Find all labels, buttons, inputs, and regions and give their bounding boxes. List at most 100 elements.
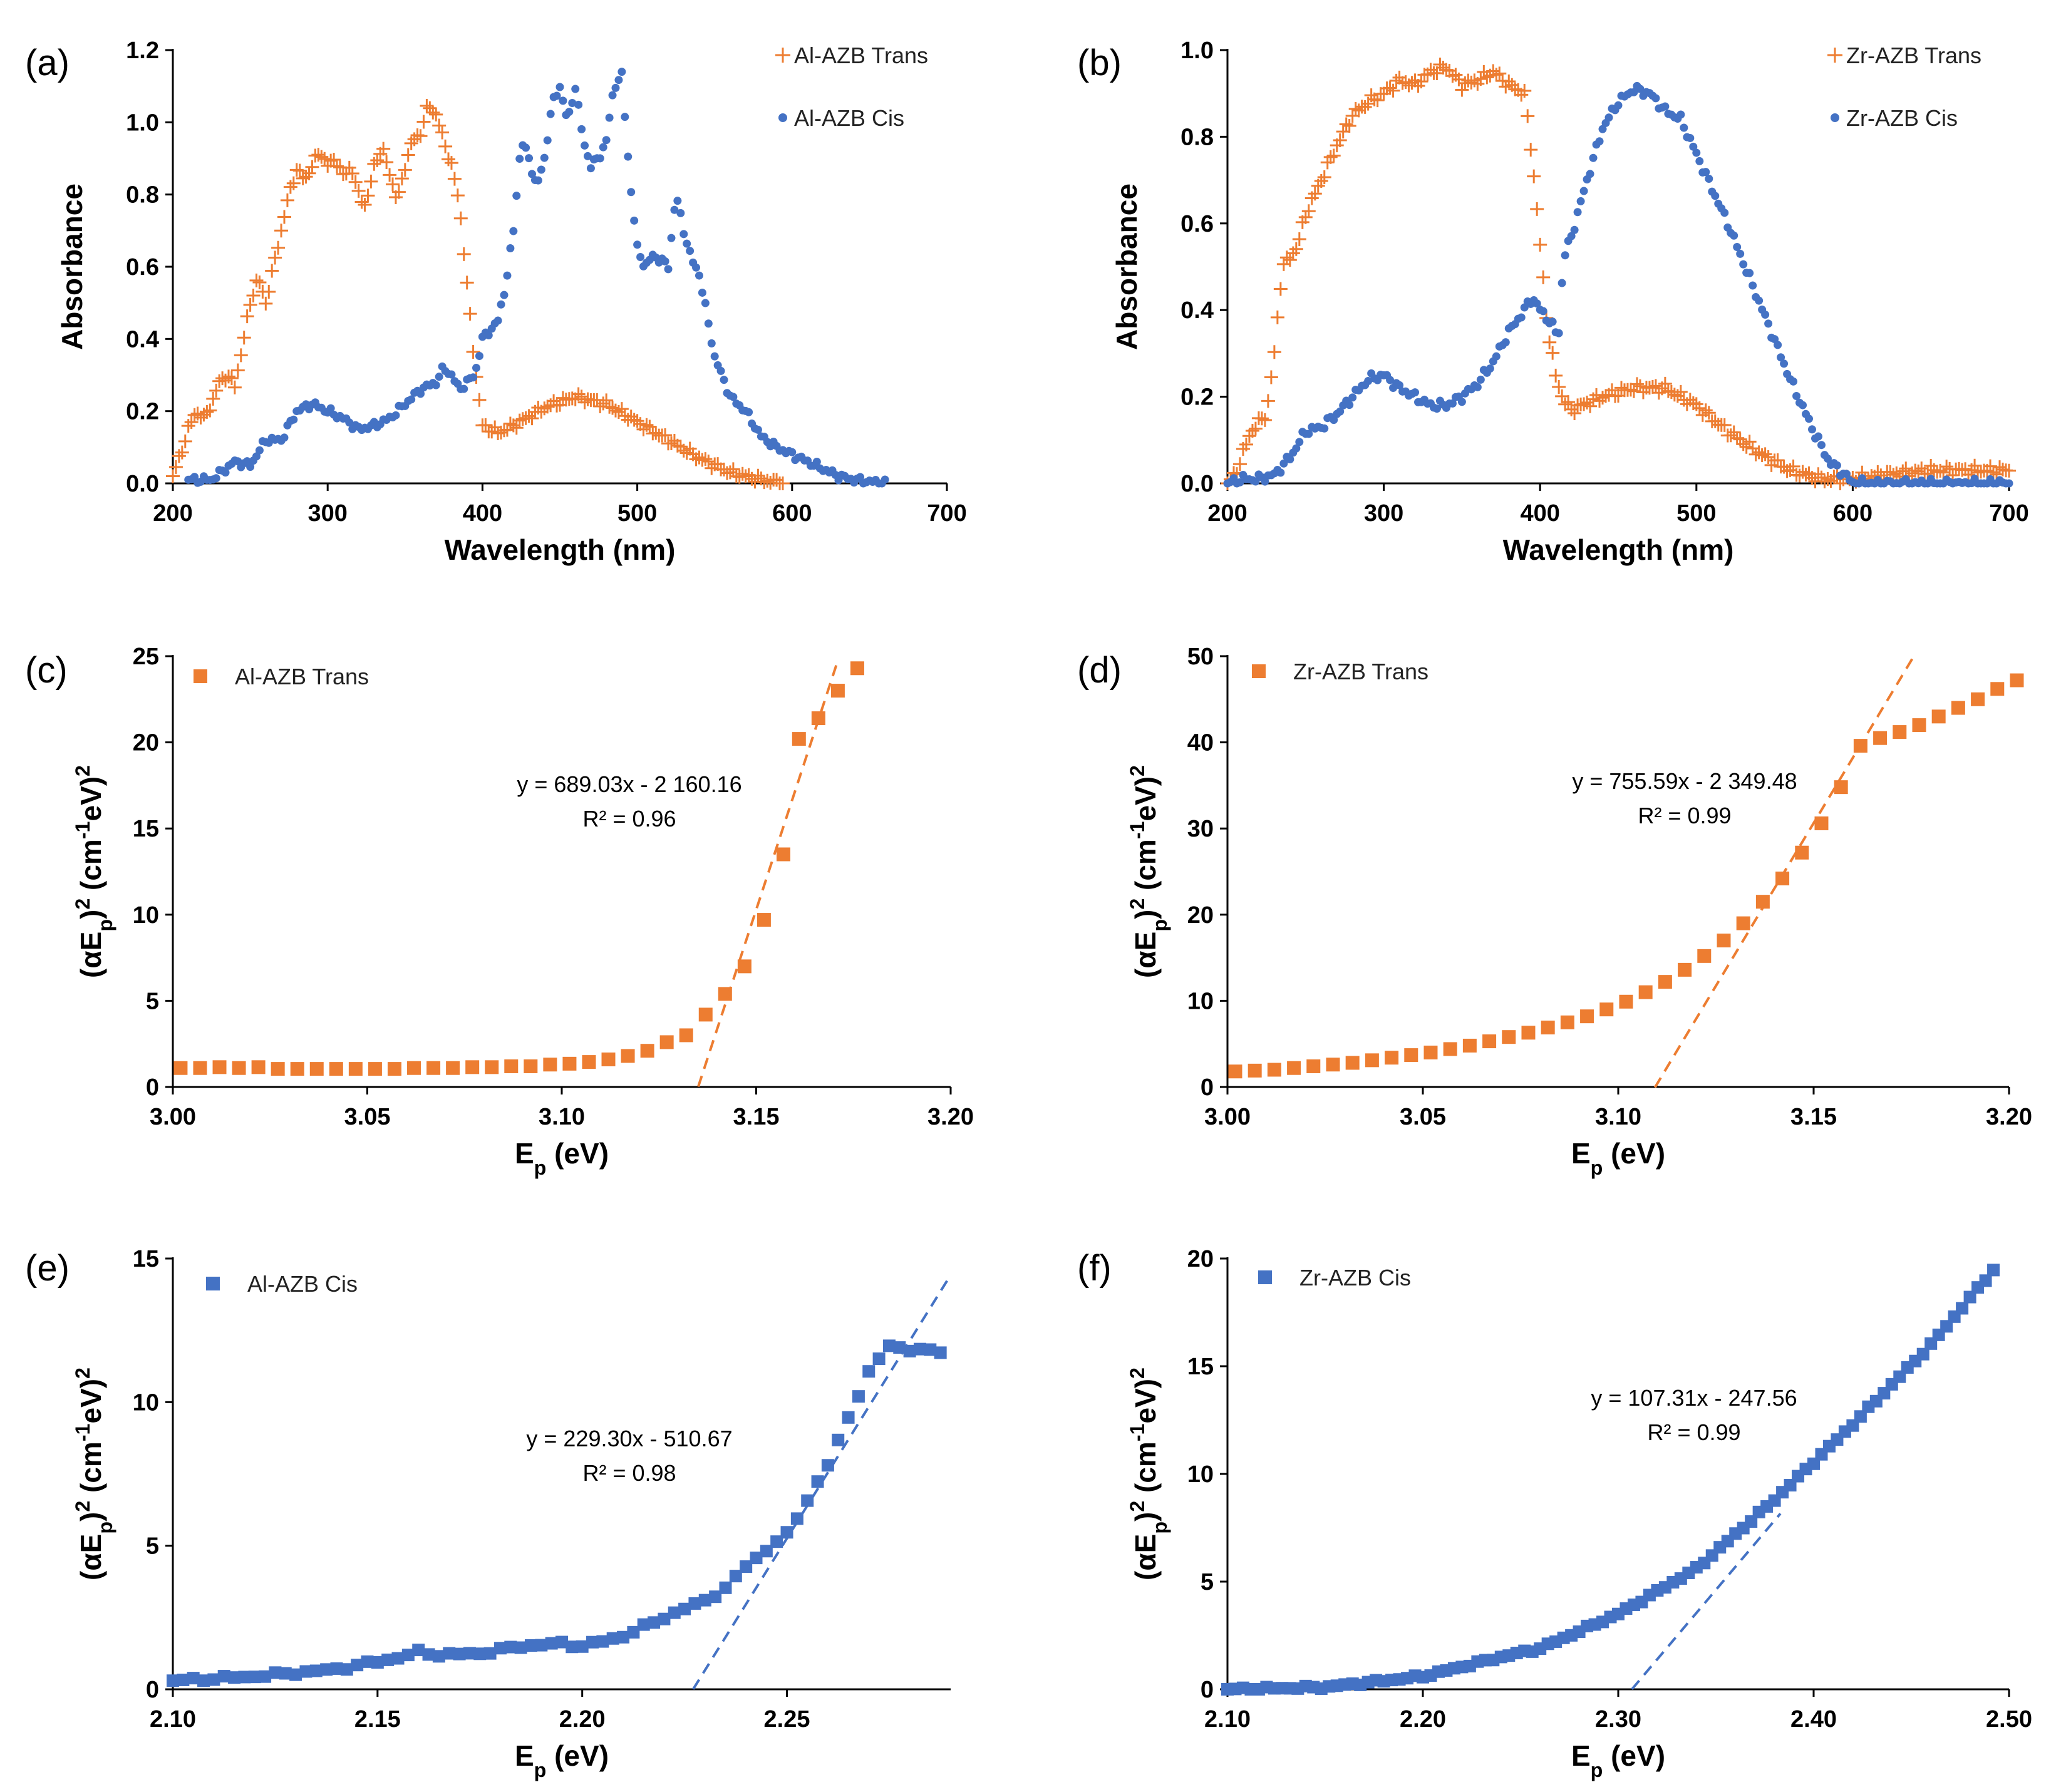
x-tick-label: 2.40	[1790, 1706, 1837, 1733]
data-point	[221, 369, 235, 384]
data-point	[431, 381, 440, 389]
data-point	[450, 188, 465, 203]
x-tick-label: 3.05	[1400, 1104, 1446, 1130]
data-point	[882, 1339, 896, 1352]
data-point	[1742, 435, 1757, 449]
data-point	[345, 166, 359, 180]
data-point	[217, 1670, 230, 1683]
data-point	[648, 1616, 661, 1629]
data-point	[1261, 394, 1275, 408]
data-point	[1286, 455, 1294, 463]
data-point	[364, 174, 378, 188]
data-point	[692, 263, 701, 272]
data-point	[251, 1060, 266, 1074]
data-point	[608, 403, 622, 418]
y-tick-label: 10	[133, 1389, 159, 1416]
data-point	[401, 148, 415, 162]
data-point	[1678, 962, 1692, 977]
y-axis-title: (αEp)2 (cm-1eV)2	[71, 1367, 116, 1580]
trendline-r-squared: R² = 0.99	[1647, 1419, 1740, 1445]
data-point	[1560, 1015, 1574, 1029]
data-point	[679, 230, 688, 239]
data-point	[1273, 282, 1288, 296]
data-point	[621, 1049, 635, 1063]
data-point	[627, 188, 636, 197]
data-point	[719, 1581, 732, 1594]
y-axis-title: (αEp)2 (cm-1eV)2	[1126, 1367, 1171, 1580]
x-tick-label: 400	[463, 500, 502, 527]
x-tick-label: 3.20	[927, 1104, 974, 1130]
data-point	[1583, 399, 1598, 413]
data-point	[299, 170, 313, 184]
data-point	[391, 1652, 405, 1665]
data-point	[720, 376, 728, 384]
data-point	[633, 240, 642, 249]
y-tick-label: 40	[1187, 730, 1214, 756]
data-point	[630, 216, 639, 225]
data-point	[1971, 692, 1985, 706]
data-point	[621, 113, 629, 121]
trendline-equation: y = 755.59x - 2 349.48	[1572, 768, 1797, 794]
data-point	[1730, 431, 1744, 445]
data-point	[413, 129, 428, 143]
data-point	[324, 153, 338, 168]
data-point	[426, 105, 440, 120]
data-point	[274, 224, 289, 238]
data-point	[780, 1526, 793, 1539]
legend-label: Al-AZB Cis	[247, 1271, 358, 1297]
data-point	[601, 1052, 616, 1066]
data-point	[1889, 466, 1904, 480]
series-al-azb-cis	[184, 68, 889, 488]
data-point	[438, 139, 453, 153]
data-point	[330, 159, 344, 173]
data-point	[1232, 457, 1247, 471]
data-point	[1236, 478, 1244, 487]
data-point	[1695, 157, 1704, 165]
x-tick-label: 700	[1989, 500, 2028, 527]
data-point	[881, 475, 889, 484]
data-point	[2005, 479, 2013, 488]
data-point	[1539, 307, 1547, 316]
data-point	[1527, 169, 1541, 183]
data-point	[605, 113, 614, 122]
data-point	[599, 143, 607, 152]
data-point	[203, 403, 217, 418]
legend-marker	[778, 113, 787, 122]
data-point	[614, 402, 629, 416]
data-point	[1676, 110, 1685, 119]
data-point	[1289, 242, 1303, 256]
y-tick-label: 0.6	[126, 254, 159, 281]
data-point	[1630, 377, 1644, 391]
data-point	[1993, 460, 2007, 475]
data-point	[1667, 388, 1681, 402]
data-point	[683, 239, 691, 248]
data-point	[695, 271, 703, 280]
data-point	[1680, 123, 1688, 132]
data-point	[738, 469, 753, 483]
data-point	[243, 297, 257, 312]
data-point	[832, 1433, 845, 1446]
data-point	[596, 154, 604, 163]
x-tick-label: 3.15	[733, 1104, 780, 1130]
data-point	[209, 383, 224, 398]
data-point	[701, 299, 710, 307]
data-point	[790, 1512, 803, 1525]
data-point	[1455, 83, 1469, 97]
data-point	[1814, 816, 1829, 830]
data-point	[1532, 299, 1541, 308]
data-point	[386, 177, 400, 192]
data-point	[1414, 75, 1428, 89]
data-point	[305, 160, 319, 174]
data-point	[460, 275, 474, 290]
data-point	[401, 1649, 415, 1662]
data-point	[1755, 296, 1764, 305]
data-point	[1283, 253, 1297, 267]
data-point	[453, 1647, 466, 1661]
data-point	[175, 445, 189, 460]
data-point	[565, 108, 574, 116]
x-tick-label: 300	[1364, 500, 1403, 527]
y-tick-label: 0.0	[1180, 471, 1214, 497]
data-point	[1764, 319, 1773, 328]
data-point	[268, 250, 282, 265]
data-point	[1821, 472, 1835, 487]
